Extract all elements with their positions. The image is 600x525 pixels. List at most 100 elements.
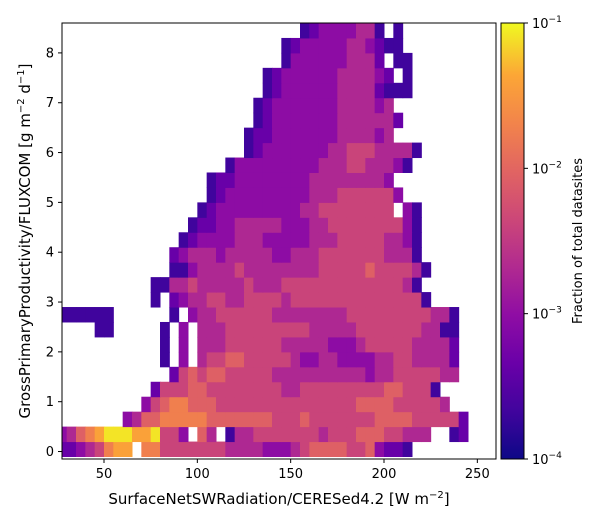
heatmap-cell [262, 336, 273, 353]
heatmap-cell [253, 202, 264, 218]
heatmap-cell [402, 277, 413, 293]
heatmap-cell [272, 441, 282, 458]
heatmap-cell [393, 396, 404, 413]
heatmap-cell [384, 411, 394, 428]
heatmap-cell [253, 97, 264, 114]
heatmap-cell [290, 52, 301, 69]
heatmap-cell [197, 307, 208, 323]
heatmap-cell [421, 381, 432, 398]
heatmap-cell [393, 23, 404, 39]
heatmap-cell [290, 202, 301, 218]
heatmap-cell [272, 187, 282, 203]
heatmap-cell [253, 411, 264, 428]
heatmap-cell [393, 426, 404, 443]
heatmap-cell [393, 23, 404, 24]
heatmap-cell [253, 232, 264, 248]
heatmap-cell [300, 37, 310, 54]
heatmap-cell [328, 381, 338, 398]
heatmap-cell [318, 157, 329, 173]
heatmap-cell [272, 97, 282, 114]
heatmap-cell [384, 82, 394, 99]
heatmap-cell [337, 307, 348, 323]
heatmap-cell [374, 307, 385, 323]
heatmap-cell [402, 426, 413, 443]
heatmap-cell [122, 411, 133, 428]
heatmap-cell [393, 441, 404, 458]
heatmap-cell [197, 247, 208, 263]
heatmap-cell [402, 232, 413, 248]
heatmap-cell [337, 292, 348, 308]
heatmap-cell [272, 217, 282, 233]
heatmap-cell [197, 232, 208, 248]
heatmap-cell [234, 366, 245, 383]
heatmap-cell [178, 336, 189, 353]
heatmap-cell [244, 217, 254, 233]
heatmap-cell [337, 82, 348, 99]
heatmap-cell [169, 381, 180, 398]
heatmap-cell [337, 411, 348, 428]
heatmap-cell [300, 321, 310, 338]
heatmap-cell [374, 187, 385, 203]
heatmap-cell [234, 172, 245, 188]
heatmap-cell [449, 426, 460, 443]
heatmap-cell [132, 411, 142, 428]
heatmap-cell [393, 262, 404, 278]
heatmap-cell [216, 321, 226, 338]
heatmap-cell [225, 366, 236, 383]
heatmap-cell [281, 97, 292, 114]
heatmap-cell [328, 262, 338, 278]
heatmap-cell [281, 351, 292, 368]
heatmap-cell [309, 172, 320, 188]
heatmap-cell [346, 381, 357, 398]
heatmap-cell [374, 23, 385, 24]
heatmap-cell [318, 187, 329, 203]
heatmap-cell [402, 67, 413, 84]
heatmap-cell [290, 366, 301, 383]
heatmap-cell [225, 396, 236, 413]
heatmap-cell [262, 142, 273, 159]
heatmap-cell [216, 366, 226, 383]
heatmap-cell [384, 172, 394, 188]
heatmap-cell [309, 202, 320, 218]
heatmap-cell [160, 426, 170, 443]
heatmap-cell [281, 247, 292, 263]
heatmap-cell [272, 67, 282, 84]
heatmap-cell [169, 426, 180, 443]
heatmap-cell [234, 351, 245, 368]
heatmap-cell [365, 142, 376, 159]
heatmap-cell [412, 277, 422, 293]
heatmap-cell [449, 307, 460, 323]
heatmap-cell [178, 411, 189, 428]
heatmap-cell [365, 112, 376, 129]
heatmap-cell [160, 411, 170, 428]
heatmap-cell [356, 142, 366, 159]
heatmap-cell [178, 292, 189, 308]
heatmap-cell [328, 232, 338, 248]
heatmap-cell [300, 82, 310, 99]
heatmap-cell [356, 23, 366, 39]
heatmap-cell [346, 366, 357, 383]
heatmap-cell [85, 307, 96, 323]
x-axis-label: SurfaceNetSWRadiation/CERESed4.2 [W m−2] [108, 490, 449, 508]
heatmap-cell [234, 441, 245, 458]
heatmap-cell [356, 187, 366, 203]
heatmap-cell [272, 396, 282, 413]
x-axis: 50 100 150 200 250 [96, 459, 490, 482]
heatmap-cell [430, 336, 441, 353]
heatmap-cell [272, 411, 282, 428]
heatmap-cell [318, 112, 329, 129]
heatmap-cell [356, 396, 366, 413]
heatmap-cell [412, 217, 422, 233]
heatmap-cell [253, 112, 264, 129]
heatmap-cell [188, 381, 198, 398]
heatmap-cell [262, 82, 273, 99]
heatmap-cell [328, 441, 338, 458]
heatmap-cell [356, 172, 366, 188]
heatmap-cell [206, 426, 217, 443]
heatmap-cell [272, 321, 282, 338]
heatmap-cell [402, 321, 413, 338]
heatmap-cell [346, 23, 357, 24]
heatmap-cell [206, 232, 217, 248]
heatmap-cell [253, 366, 264, 383]
heatmap-cell [197, 262, 208, 278]
